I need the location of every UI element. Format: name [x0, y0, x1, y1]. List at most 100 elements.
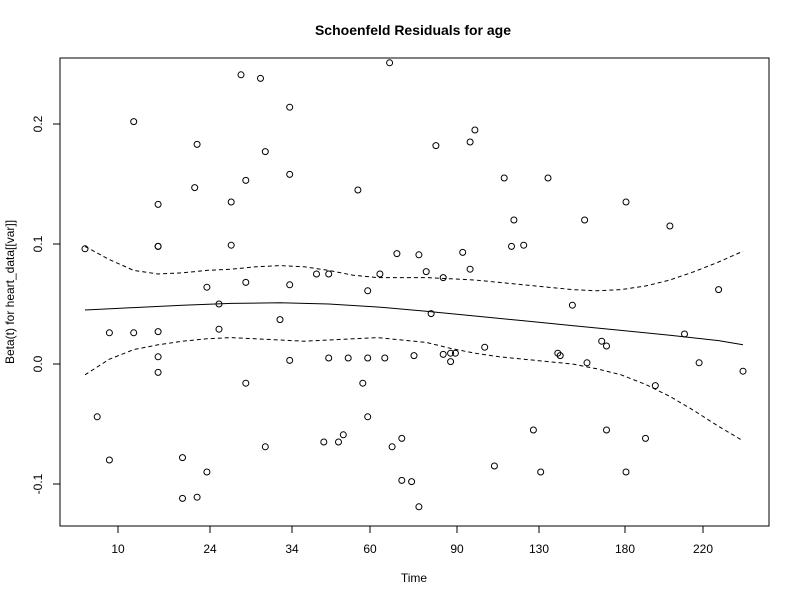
residual-point — [439, 350, 447, 358]
residual-point — [422, 268, 430, 276]
residual-point — [554, 349, 562, 357]
x-tick-label: 60 — [363, 542, 377, 556]
upper-confidence-band — [84, 245, 744, 292]
residual-point — [215, 300, 223, 308]
residual-point — [388, 443, 396, 451]
residual-point — [344, 354, 352, 362]
residual-point — [410, 352, 418, 360]
x-tick-label: 220 — [693, 542, 713, 556]
residual-point — [154, 353, 162, 361]
residual-point — [393, 250, 401, 258]
chart-title: Schoenfeld Residuals for age — [315, 22, 511, 38]
residual-point — [325, 354, 333, 362]
residual-point — [622, 468, 630, 476]
residual-point — [537, 468, 545, 476]
y-tick-label: 0.1 — [31, 235, 45, 252]
residual-point — [335, 438, 342, 446]
residual-point — [544, 174, 552, 182]
residual-point — [415, 503, 423, 511]
residual-point — [286, 170, 294, 178]
residual-point — [193, 140, 201, 148]
residual-point — [386, 59, 394, 67]
residual-point — [715, 286, 723, 294]
residual-point — [466, 138, 474, 146]
residual-point — [227, 198, 235, 206]
residual-point — [364, 413, 372, 421]
y-tick-label: 0.0 — [31, 355, 45, 372]
residual-point — [154, 242, 162, 250]
residual-point — [427, 310, 435, 318]
residual-point — [666, 222, 674, 230]
residual-point — [695, 359, 703, 367]
residual-point — [415, 251, 423, 259]
residual-point — [237, 71, 245, 79]
x-tick-label: 180 — [615, 542, 635, 556]
residual-point — [439, 274, 447, 282]
y-tick-label: -0.1 — [31, 473, 45, 494]
residual-point — [203, 283, 211, 291]
residual-point — [313, 270, 320, 278]
residual-point — [681, 330, 688, 338]
residual-point — [432, 142, 440, 150]
residual-point — [154, 328, 162, 336]
residual-point — [581, 216, 589, 224]
residual-point — [339, 431, 347, 439]
residual-point — [364, 354, 372, 362]
residual-point — [466, 265, 474, 273]
residual-point — [447, 358, 455, 366]
smooth-curves — [84, 245, 744, 442]
residual-point — [447, 349, 455, 357]
residual-point — [451, 349, 459, 357]
residual-point — [130, 329, 138, 337]
x-tick-label: 34 — [285, 542, 299, 556]
residual-point — [556, 352, 564, 360]
residual-point — [490, 462, 498, 470]
residual-point — [508, 242, 515, 250]
lower-confidence-band — [84, 337, 744, 442]
residual-point — [227, 241, 235, 249]
residual-point — [325, 270, 333, 278]
residual-point — [359, 379, 367, 387]
residual-point — [286, 281, 294, 289]
y-axis-label: Beta(t) for heart_data[[var]] — [3, 220, 17, 364]
residual-point — [598, 337, 606, 345]
smooth-fit-line — [84, 302, 744, 346]
residual-point — [130, 118, 138, 126]
residual-point — [642, 434, 649, 442]
residual-point — [364, 287, 372, 295]
residual-point — [520, 241, 528, 249]
residual-point — [739, 367, 747, 375]
residual-point — [398, 434, 406, 442]
residual-point — [651, 382, 659, 390]
residual-point — [105, 456, 113, 464]
residual-point — [603, 426, 610, 434]
residual-point — [471, 126, 479, 134]
residual-point — [203, 468, 211, 476]
residual-point — [93, 413, 101, 421]
residual-point — [242, 379, 250, 387]
residual-point — [286, 356, 294, 364]
y-tick-label: 0.2 — [31, 115, 45, 132]
residual-point — [376, 270, 384, 278]
residual-point — [261, 148, 269, 156]
residual-point — [179, 454, 186, 462]
y-axis: -0.1 0.0 0.1 0.2 — [31, 115, 61, 494]
residual-point — [481, 343, 489, 351]
residual-point — [179, 494, 186, 502]
residual-point — [257, 74, 264, 82]
residual-point — [381, 354, 389, 362]
residual-point — [154, 200, 162, 208]
residual-point — [354, 186, 362, 194]
x-tick-label: 130 — [529, 542, 549, 556]
residual-point — [276, 316, 284, 324]
residual-point — [583, 359, 591, 367]
residual-point — [408, 478, 416, 486]
residual-point — [242, 176, 250, 184]
residual-point — [398, 476, 406, 484]
x-axis-label: Time — [401, 571, 428, 585]
plot-frame — [59, 57, 770, 527]
residual-point — [286, 103, 294, 111]
residual-point — [105, 329, 113, 337]
residual-point — [500, 174, 508, 182]
residual-point — [622, 198, 630, 206]
